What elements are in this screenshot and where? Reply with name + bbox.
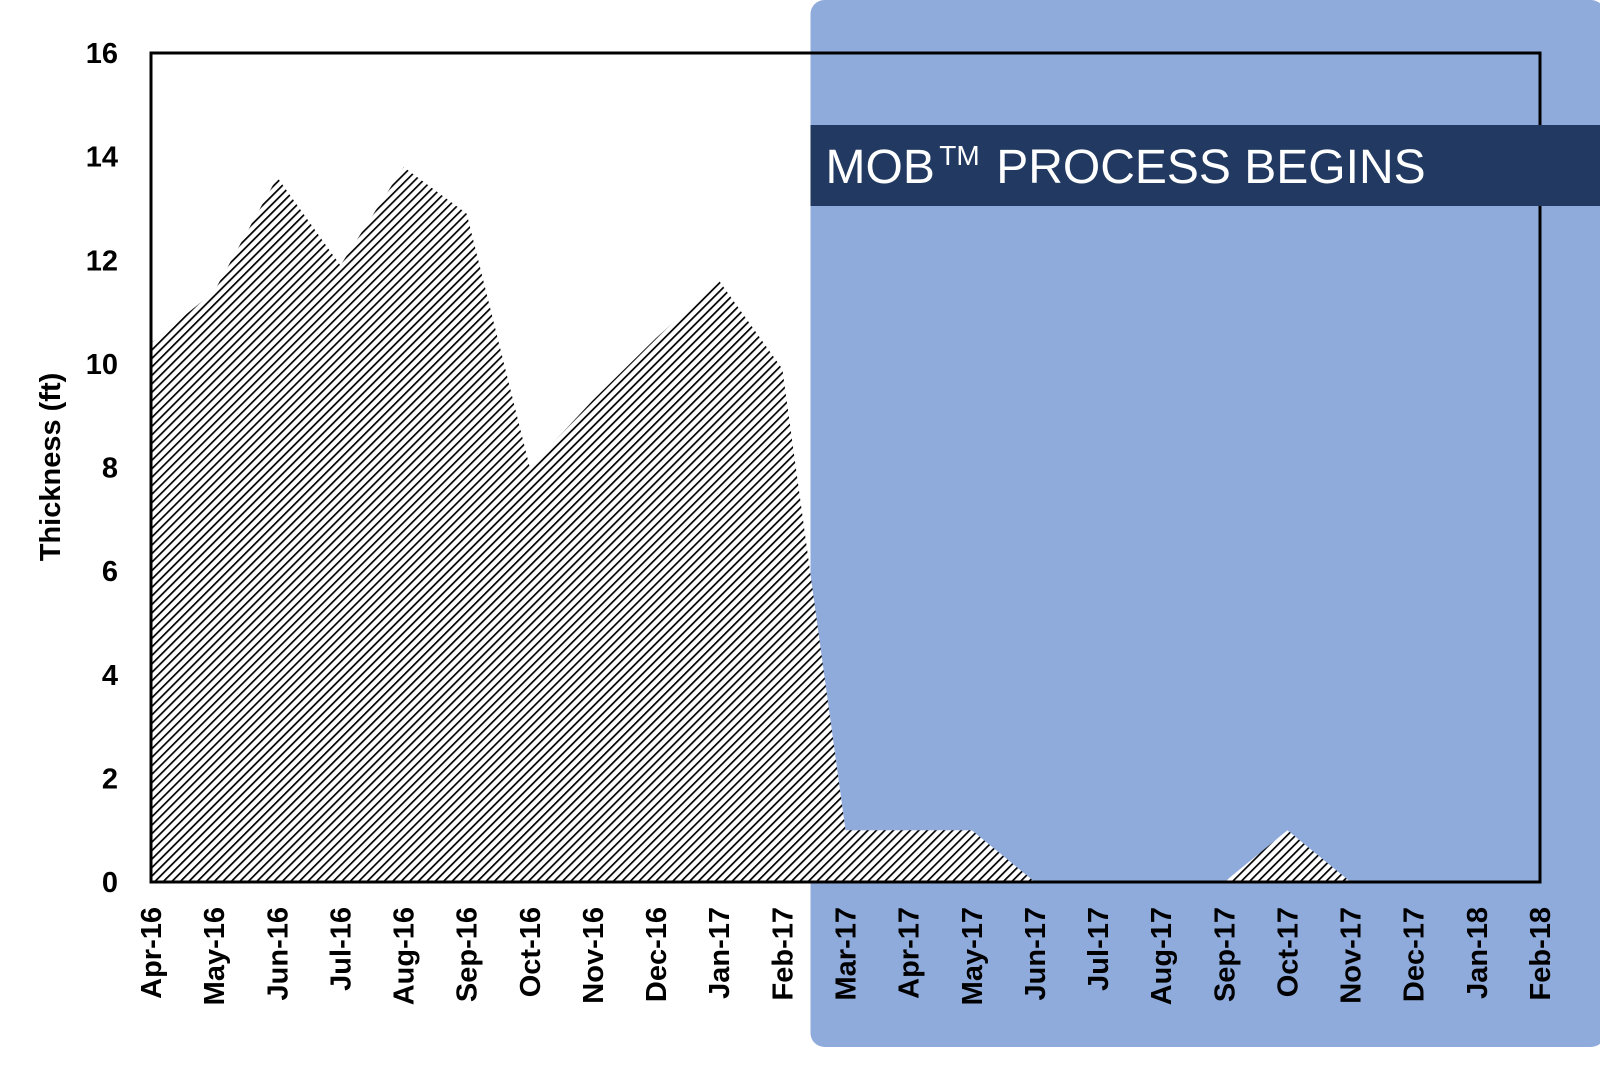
y-tick-label: 12 xyxy=(86,245,118,277)
y-tick-label: 0 xyxy=(102,867,118,899)
y-tick-label: 14 xyxy=(86,142,118,174)
x-tick-label: Jan-18 xyxy=(1462,907,1494,999)
y-axis: 0 2 4 6 8 10 12 14 16 xyxy=(86,38,118,899)
y-tick-label: 2 xyxy=(102,763,118,795)
x-tick-label: Oct-17 xyxy=(1272,907,1304,997)
x-tick-label: Jul-16 xyxy=(325,907,357,991)
banner-rest: PROCESS BEGINS xyxy=(996,141,1425,194)
x-tick-label: Dec-16 xyxy=(641,907,673,1002)
x-tick-label: Apr-16 xyxy=(136,907,168,999)
y-axis-title: Thickness (ft) xyxy=(35,373,67,562)
x-tick-label: Nov-16 xyxy=(578,907,610,1004)
x-tick-label: Apr-17 xyxy=(894,907,926,999)
x-tick-label: Feb-17 xyxy=(767,907,799,1000)
x-tick-label: Sep-16 xyxy=(452,907,484,1002)
y-tick-label: 4 xyxy=(102,660,118,692)
x-tick-label: Dec-17 xyxy=(1399,907,1431,1002)
x-tick-label: Mar-17 xyxy=(831,907,863,1001)
x-tick-label: May-16 xyxy=(199,907,231,1005)
y-tick-label: 8 xyxy=(102,453,118,485)
x-tick-label: Jan-17 xyxy=(704,907,736,999)
x-axis: Apr-16 May-16 Jun-16 Jul-16 Aug-16 Sep-16 Oct-… xyxy=(136,907,1557,1005)
x-tick-label: Jun-16 xyxy=(262,907,294,1000)
banner-superscript: TM xyxy=(939,140,979,171)
x-tick-label: Jun-17 xyxy=(1020,907,1052,1000)
mob-process-region xyxy=(810,0,1600,1047)
thickness-area xyxy=(151,166,1540,883)
x-tick-label: Jul-17 xyxy=(1083,907,1115,991)
mob-banner xyxy=(810,125,1600,206)
banner-word: MOB xyxy=(826,141,935,194)
mob-banner-label: MOB TM PROCESS BEGINS xyxy=(826,140,1426,194)
y-tick-label: 16 xyxy=(86,38,118,70)
x-tick-label: Nov-17 xyxy=(1336,907,1368,1004)
y-tick-label: 10 xyxy=(86,349,118,381)
plot-frame xyxy=(149,51,1542,884)
x-tick-label: May-17 xyxy=(957,907,989,1005)
x-tick-label: Aug-17 xyxy=(1146,907,1178,1005)
x-tick-label: Aug-16 xyxy=(389,907,421,1005)
y-tick-label: 6 xyxy=(102,556,118,588)
x-tick-label: Sep-17 xyxy=(1209,907,1241,1002)
x-tick-label: Feb-18 xyxy=(1525,907,1557,1000)
x-tick-label: Oct-16 xyxy=(515,907,547,997)
